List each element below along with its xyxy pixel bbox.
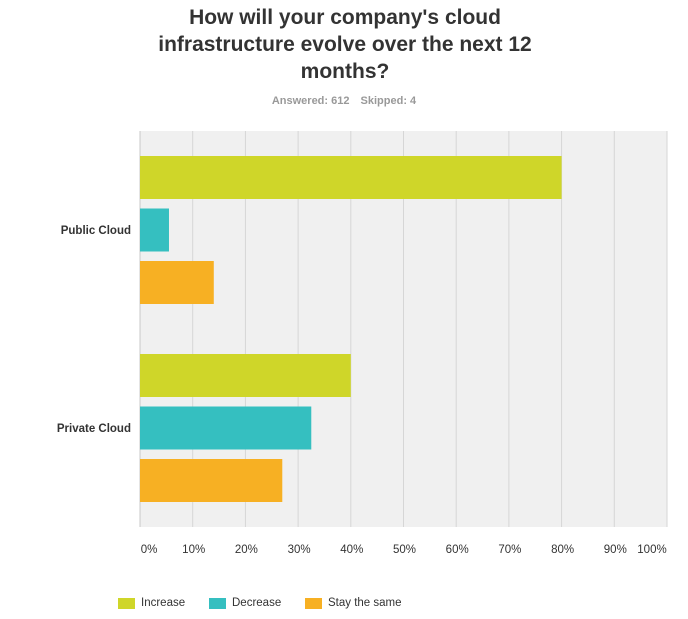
legend-item: Decrease (209, 597, 281, 609)
chart-title: How will your company's cloud infrastruc… (95, 4, 595, 85)
legend-label: Decrease (232, 597, 282, 609)
x-tick-label: 30% (288, 544, 311, 556)
bar (140, 406, 312, 450)
skipped-count: Skipped: 4 (360, 95, 417, 107)
chart-title-line-2: infrastructure evolve over the next 12 (158, 33, 532, 56)
x-tick-label: 10% (182, 544, 205, 556)
x-tick-label: 40% (340, 544, 363, 556)
legend-item: Stay the same (305, 597, 402, 609)
y-category-label: Private Cloud (57, 423, 131, 435)
x-tick-label: 90% (604, 544, 627, 556)
chart-title-line-1: How will your company's cloud (189, 6, 501, 29)
x-tick-label: 20% (235, 544, 258, 556)
x-tick-label: 80% (551, 544, 574, 556)
legend-swatch (305, 597, 322, 609)
response-summary: Answered: 612 Skipped: 4 (0, 95, 688, 107)
bar (140, 261, 214, 304)
x-tick-label: 0% (141, 544, 158, 556)
legend-swatch (209, 597, 226, 609)
legend-item: Increase (118, 597, 185, 609)
legend-label: Increase (141, 597, 186, 609)
chart-title-line-3: months? (300, 60, 390, 83)
bar (140, 156, 562, 199)
answered-count: Answered: 612 (271, 95, 350, 107)
x-tick-label: 100% (637, 544, 666, 556)
legend-label: Stay the same (328, 597, 402, 609)
x-tick-label: 70% (498, 544, 521, 556)
bar (140, 208, 169, 252)
x-tick-label: 60% (446, 544, 469, 556)
y-category-label: Public Cloud (61, 225, 131, 237)
bar (140, 459, 283, 502)
bar (140, 354, 351, 397)
legend-swatch (118, 597, 135, 609)
x-tick-label: 50% (393, 544, 416, 556)
